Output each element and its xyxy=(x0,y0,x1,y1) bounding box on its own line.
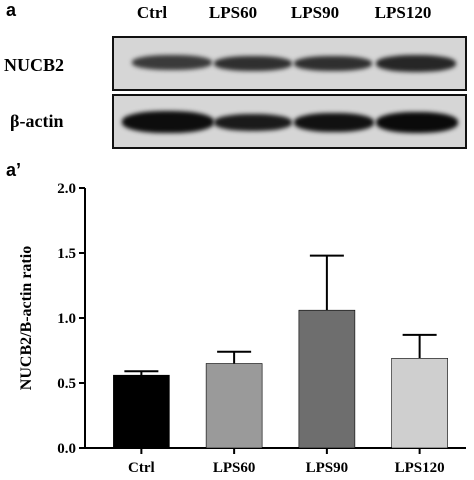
y-tick-label: 1.0 xyxy=(57,311,76,327)
band-nucb2-lps60 xyxy=(214,56,292,71)
y-tick-label: 1.5 xyxy=(57,246,76,262)
bar-lps120 xyxy=(391,357,448,449)
y-tick-label: 2.0 xyxy=(57,181,76,197)
blot-strip-nucb2 xyxy=(112,36,467,91)
x-tick-label-lps120: LPS120 xyxy=(395,460,445,476)
band-nucb2-ctrl xyxy=(132,55,212,70)
x-tick-label-lps90: LPS90 xyxy=(306,460,349,476)
band-actin-lps60 xyxy=(214,114,292,131)
protein-label-beta-actin: β-actin xyxy=(10,111,64,131)
band-actin-ctrl xyxy=(122,111,214,133)
band-nucb2-lps120 xyxy=(376,55,456,72)
band-actin-lps90 xyxy=(294,113,374,132)
bar-lps60 xyxy=(205,363,263,449)
panel-label-a: a xyxy=(6,0,17,20)
x-tick-label-lps60: LPS60 xyxy=(213,460,256,476)
lane-label-lps60: LPS60 xyxy=(208,3,258,22)
lane-label-lps120: LPS120 xyxy=(374,3,432,22)
y-axis-label: NUCB2/Β-actin ratio xyxy=(18,246,35,390)
band-nucb2-lps90 xyxy=(294,56,372,71)
lane-label-lps90: LPS90 xyxy=(290,3,340,22)
y-tick-label: 0.5 xyxy=(57,376,76,392)
y-tick-label: 0.0 xyxy=(57,441,76,457)
protein-label-nucb2: NUCB2 xyxy=(4,55,65,75)
bar-lps90 xyxy=(298,309,356,449)
panel-label-a-prime: a’ xyxy=(6,160,22,180)
lane-label-ctrl: Ctrl xyxy=(136,3,168,22)
band-actin-lps120 xyxy=(376,112,458,133)
blot-strip-beta-actin xyxy=(112,94,467,149)
bar-ctrl xyxy=(113,374,170,449)
x-tick-label-ctrl: Ctrl xyxy=(128,460,155,476)
